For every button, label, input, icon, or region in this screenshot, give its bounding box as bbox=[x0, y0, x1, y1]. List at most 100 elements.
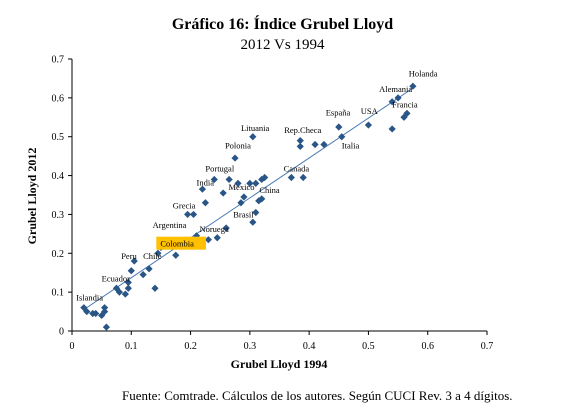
data-point-marker bbox=[287, 173, 295, 182]
data-point-marker bbox=[240, 193, 248, 201]
point-label: Rep.Checa bbox=[284, 125, 321, 135]
data-point-marker bbox=[394, 94, 402, 102]
data-point-marker bbox=[189, 210, 198, 219]
data-point-marker bbox=[299, 173, 307, 182]
scatter-chart: 0 0.1 0.2 0.3 0.4 0.5 0.6 0.7 0 0.1 0.2 0.3 0.4 0.5 0.… bbox=[25, 55, 494, 372]
data-point-marker bbox=[296, 137, 304, 145]
point-label: Colombia bbox=[160, 239, 194, 249]
data-point-marker bbox=[219, 189, 227, 197]
chart-title: Gráfico 16: Índice Grubel Lloyd bbox=[171, 16, 394, 33]
data-point-marker bbox=[311, 140, 319, 149]
point-label: Ecuador bbox=[102, 273, 130, 283]
data-point-marker bbox=[201, 199, 209, 207]
data-point-marker bbox=[234, 179, 242, 187]
data-points bbox=[80, 82, 417, 331]
x-tick-label: 0.1 bbox=[125, 341, 138, 352]
data-point-marker bbox=[102, 323, 110, 331]
data-point-marker bbox=[403, 109, 411, 117]
data-point-marker bbox=[258, 195, 266, 203]
trend-line bbox=[83, 87, 414, 311]
data-point-marker bbox=[204, 236, 212, 244]
data-point-marker bbox=[124, 284, 132, 292]
data-point-marker bbox=[252, 208, 260, 217]
data-point-marker bbox=[115, 288, 124, 296]
y-axis-title: Grubel Lloyd 2012 bbox=[25, 148, 39, 245]
axis-ticks: 0 0.1 0.2 0.3 0.4 0.5 0.6 0.7 0 0.1 0.2 0.3 0.4 0.5 0.… bbox=[52, 55, 494, 353]
data-point-marker bbox=[249, 218, 257, 226]
point-label: China bbox=[259, 185, 280, 195]
x-axis-title: Grubel Lloyd 1994 bbox=[231, 357, 328, 371]
data-point-marker bbox=[261, 173, 269, 182]
point-label: Italia bbox=[342, 140, 360, 150]
data-point-marker bbox=[101, 307, 109, 316]
data-point-marker bbox=[124, 278, 132, 287]
data-point-marker bbox=[154, 249, 162, 257]
point-label: India bbox=[197, 177, 215, 187]
data-point-marker bbox=[83, 307, 91, 316]
data-point-marker bbox=[364, 121, 373, 129]
data-point-marker bbox=[296, 142, 304, 151]
point-label: Canada bbox=[284, 164, 310, 174]
highlight-box bbox=[156, 236, 206, 250]
chart-axes bbox=[71, 59, 487, 332]
data-point-marker bbox=[210, 175, 218, 184]
data-point-marker bbox=[101, 304, 109, 312]
data-point-marker bbox=[92, 309, 100, 318]
data-point-marker bbox=[320, 140, 328, 149]
x-tick-label: 0.7 bbox=[481, 341, 494, 352]
data-point-marker bbox=[198, 185, 207, 193]
point-label: Brasil bbox=[233, 210, 254, 220]
data-point-marker bbox=[338, 133, 346, 141]
point-label: Mexico bbox=[229, 182, 255, 192]
point-label: Lituania bbox=[241, 123, 270, 133]
point-label: Polonia bbox=[225, 140, 251, 150]
point-label: Grecia bbox=[173, 201, 196, 211]
data-point-marker bbox=[145, 265, 153, 273]
x-tick-label: 0.3 bbox=[244, 341, 257, 352]
data-point-marker bbox=[184, 210, 192, 219]
x-tick-label: 0.4 bbox=[303, 341, 316, 352]
point-label: Portugal bbox=[205, 164, 234, 174]
data-point-marker bbox=[80, 304, 88, 312]
data-point-marker bbox=[139, 271, 147, 279]
point-labels: Holanda Alemania Francia España USA Lituania R… bbox=[76, 68, 438, 302]
data-point-marker bbox=[98, 311, 106, 320]
data-point-marker bbox=[127, 267, 135, 275]
y-tick-label: 0.4 bbox=[52, 171, 65, 182]
data-point-marker bbox=[388, 125, 396, 133]
data-point-marker bbox=[213, 234, 221, 242]
data-point-marker bbox=[172, 251, 180, 259]
data-point-marker bbox=[246, 179, 254, 187]
x-tick-label: 0.6 bbox=[421, 341, 434, 352]
data-point-marker bbox=[151, 284, 159, 292]
y-tick-label: 0.6 bbox=[52, 93, 65, 104]
source-note: Fuente: Comtrade. Cálculos de los autore… bbox=[122, 388, 513, 403]
point-label: Chile bbox=[143, 251, 162, 261]
point-label: Alemania bbox=[379, 84, 412, 94]
data-point-marker bbox=[335, 123, 343, 131]
y-tick-label: 0.5 bbox=[52, 132, 65, 143]
data-point-marker bbox=[225, 175, 233, 184]
y-tick-label: 0.2 bbox=[52, 249, 65, 260]
point-label: Holanda bbox=[409, 68, 438, 78]
data-point-marker bbox=[409, 82, 417, 90]
data-point-marker bbox=[388, 98, 396, 106]
data-point-marker bbox=[237, 199, 245, 207]
x-tick-label: 0.2 bbox=[184, 341, 197, 352]
data-point-marker bbox=[252, 179, 260, 187]
data-point-marker bbox=[121, 290, 129, 298]
data-point-marker bbox=[231, 154, 239, 162]
y-tick-label: 0 bbox=[59, 327, 64, 338]
point-label: Peru bbox=[121, 251, 137, 261]
y-tick-label: 0.7 bbox=[52, 55, 65, 66]
x-tick-label: 0.5 bbox=[362, 341, 375, 352]
data-point-marker bbox=[130, 257, 138, 265]
point-label: Islandia bbox=[76, 293, 103, 303]
point-label: España bbox=[326, 107, 351, 117]
x-tick-label: 0 bbox=[70, 341, 75, 352]
y-tick-label: 0.3 bbox=[52, 210, 65, 221]
data-point-marker bbox=[249, 133, 257, 141]
point-label: Francia bbox=[392, 100, 418, 110]
point-label: Argentina bbox=[153, 220, 187, 230]
data-point-marker bbox=[222, 224, 230, 232]
